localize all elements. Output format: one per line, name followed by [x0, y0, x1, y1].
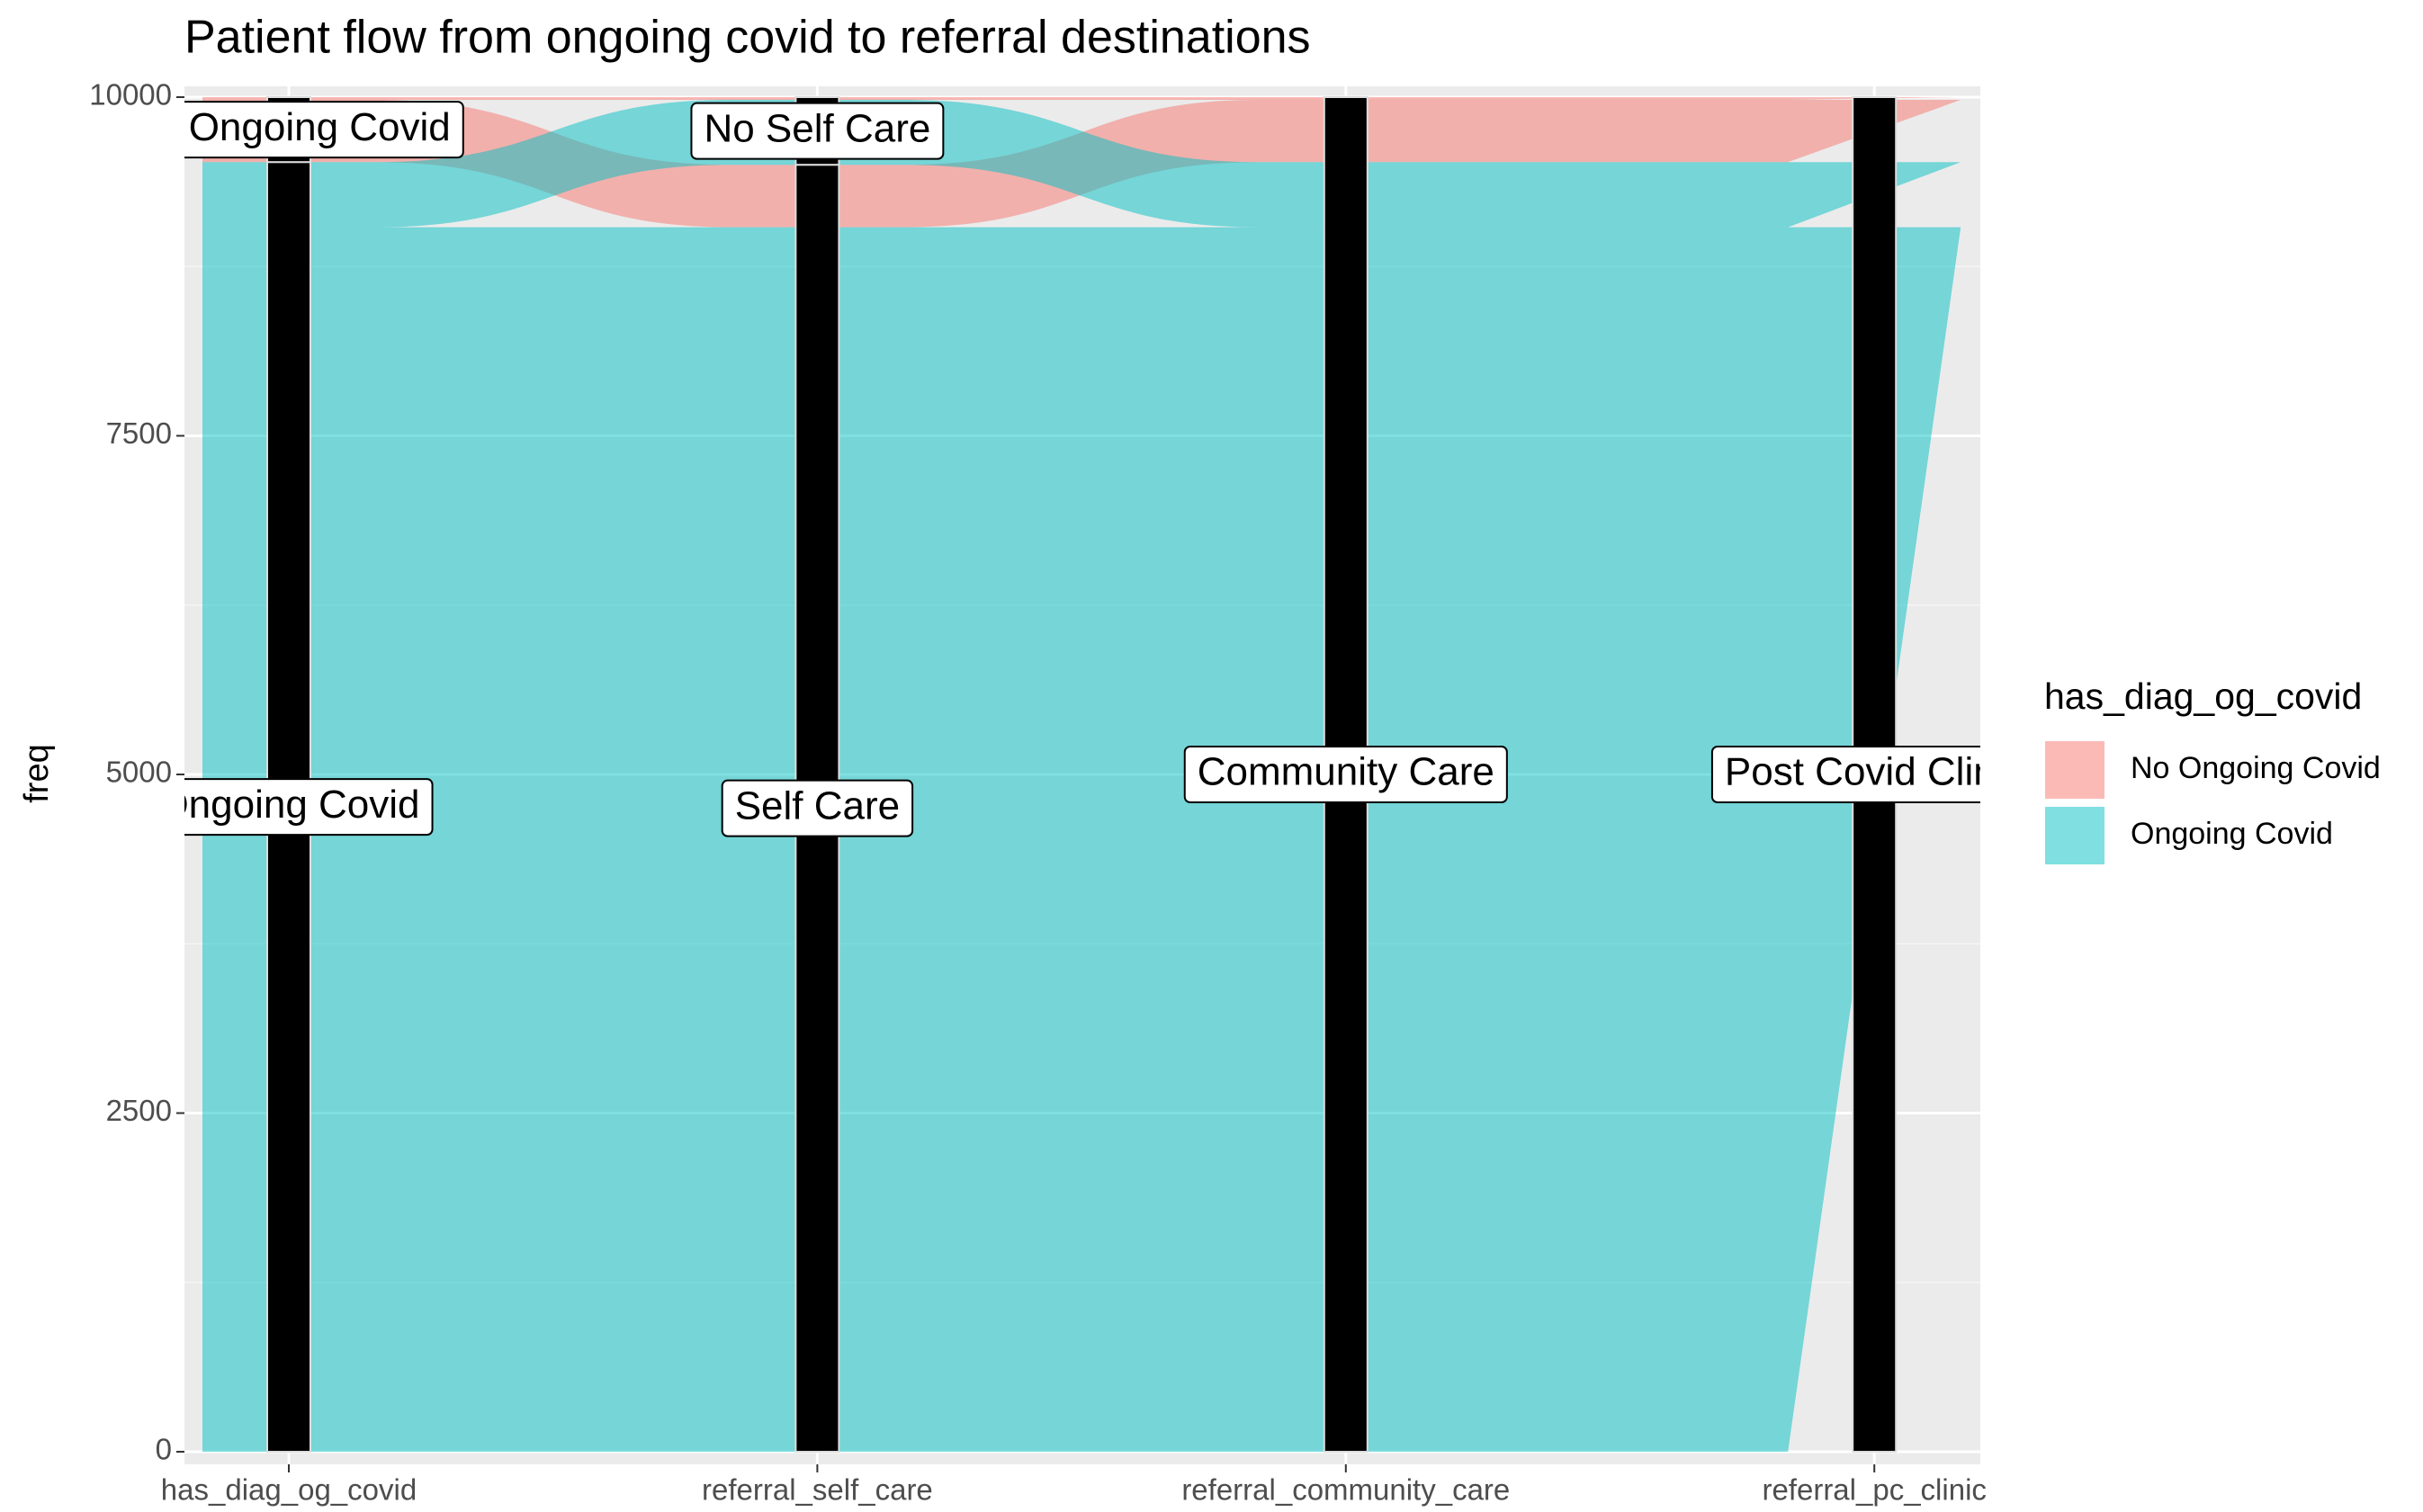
y-tick-label: 2500: [106, 1094, 172, 1127]
legend-key: [2043, 805, 2106, 866]
x-tick-label: referral_self_care: [702, 1473, 933, 1507]
legend-title: has_diag_og_covid: [2044, 675, 2362, 717]
stratum-label: Ongoing Covid: [157, 783, 419, 827]
x-tick-label: has_diag_og_covid: [161, 1473, 417, 1507]
stratum-label: No Ongoing Covid: [127, 105, 451, 149]
y-tick-label: 7500: [106, 416, 172, 450]
stratum-label-box: [184, 778, 434, 837]
stratum-label-box: [184, 101, 464, 159]
stratum-label-box: [690, 102, 945, 160]
stratum-label: Community Care: [1198, 750, 1494, 794]
stratum-label-box: [1710, 746, 1980, 803]
chart-title: Patient flow from ongoing covid to refer…: [184, 12, 1311, 64]
alluvium: [202, 227, 1961, 1452]
y-tick-label: 0: [156, 1433, 172, 1466]
stratum-label: Post Covid Clinic: [1725, 750, 2024, 794]
legend-label: No Ongoing Covid: [2131, 751, 2381, 785]
legend-label: Ongoing Covid: [2131, 817, 2333, 851]
stratum-label: Self Care: [735, 783, 900, 828]
y-tick-label: 10000: [89, 78, 172, 112]
stratum-labels: No Ongoing Covid Ongoing Covid No Self Car…: [127, 101, 2024, 837]
y-tick-label: 5000: [106, 756, 172, 789]
legend-key: [2043, 739, 2106, 801]
stratum-label-box: [1183, 746, 1508, 803]
x-tick-label: referral_pc_clinic: [1762, 1473, 1986, 1507]
stratum-label: No Self Care: [704, 106, 930, 150]
x-tick-label: referral_community_care: [1181, 1473, 1510, 1507]
alluvium: [202, 97, 1961, 101]
plot-area: [184, 86, 1980, 1464]
y-axis-label: freq: [18, 744, 56, 802]
stratum-label-box: [721, 779, 914, 837]
alluvium: [202, 100, 1961, 228]
